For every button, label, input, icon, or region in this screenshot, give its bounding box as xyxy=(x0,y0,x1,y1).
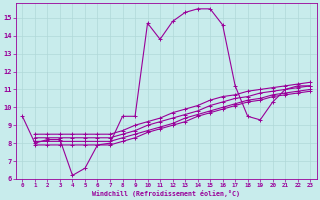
X-axis label: Windchill (Refroidissement éolien,°C): Windchill (Refroidissement éolien,°C) xyxy=(92,190,240,197)
